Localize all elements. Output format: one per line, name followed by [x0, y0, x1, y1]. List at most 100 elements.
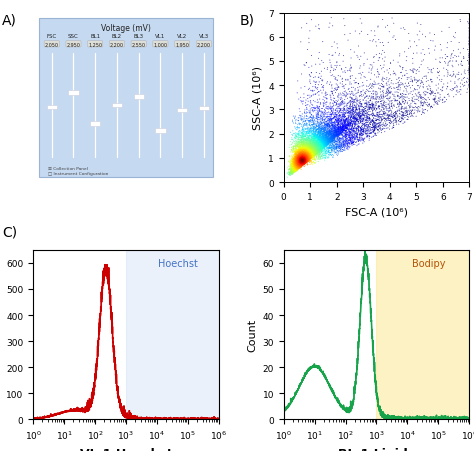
Point — [465, 10, 473, 17]
Point — [340, 121, 347, 129]
Point — [320, 144, 328, 152]
Point — [315, 142, 322, 149]
Point — [340, 141, 348, 148]
Point — [355, 87, 362, 94]
Point — [314, 143, 321, 150]
Point — [310, 150, 317, 157]
Point — [290, 120, 297, 127]
Point — [316, 145, 324, 152]
Point — [296, 147, 304, 154]
Point — [308, 155, 315, 162]
Point — [299, 159, 306, 166]
Point — [313, 145, 320, 152]
Point — [304, 153, 312, 160]
Point — [381, 110, 388, 118]
Point — [344, 125, 351, 133]
Point — [290, 161, 298, 169]
Point — [296, 156, 303, 163]
Point — [300, 150, 307, 157]
Point — [331, 76, 339, 83]
Point — [308, 153, 316, 161]
Point — [325, 130, 333, 137]
Point — [293, 156, 301, 163]
Point — [302, 153, 310, 160]
Point — [365, 127, 372, 134]
Point — [325, 135, 333, 143]
Point — [309, 88, 317, 96]
Point — [345, 122, 352, 129]
Point — [306, 152, 314, 159]
Point — [307, 151, 315, 158]
Point — [312, 146, 320, 153]
Point — [310, 152, 317, 160]
Point — [297, 159, 305, 166]
Point — [320, 116, 328, 124]
Point — [328, 137, 335, 144]
Point — [293, 166, 301, 174]
Point — [310, 148, 317, 155]
Point — [308, 151, 316, 158]
Point — [290, 166, 297, 174]
Point — [319, 129, 326, 136]
Point — [292, 158, 299, 165]
Point — [363, 78, 371, 85]
Point — [376, 124, 384, 131]
Point — [399, 120, 407, 128]
Point — [293, 164, 301, 171]
Point — [304, 152, 311, 160]
Point — [310, 126, 318, 133]
Point — [319, 140, 327, 147]
Point — [311, 152, 319, 159]
Point — [310, 150, 318, 157]
Point — [299, 154, 306, 161]
Point — [298, 162, 306, 169]
Point — [299, 160, 307, 167]
Point — [308, 122, 316, 129]
Point — [301, 160, 309, 167]
Point — [342, 126, 349, 133]
Point — [311, 148, 319, 156]
Point — [295, 161, 302, 168]
Point — [322, 135, 330, 143]
Point — [316, 146, 323, 153]
Point — [303, 151, 311, 158]
Point — [306, 145, 314, 152]
Point — [348, 96, 356, 103]
Point — [296, 161, 304, 168]
Point — [412, 113, 420, 120]
Point — [294, 160, 301, 167]
Point — [301, 155, 309, 162]
Point — [340, 106, 347, 114]
Point — [339, 132, 346, 139]
Point — [356, 132, 364, 139]
Point — [304, 152, 312, 159]
Point — [301, 152, 309, 159]
Point — [311, 148, 319, 155]
Point — [366, 120, 374, 127]
Point — [304, 145, 312, 152]
Point — [318, 135, 325, 142]
Point — [306, 156, 313, 163]
Point — [296, 165, 303, 172]
Point — [382, 100, 390, 107]
Point — [308, 152, 316, 159]
Point — [312, 146, 319, 153]
Point — [325, 109, 332, 116]
Point — [382, 24, 389, 32]
Point — [331, 128, 338, 135]
Point — [288, 167, 296, 174]
Point — [332, 145, 340, 152]
Point — [382, 102, 390, 109]
Point — [360, 112, 367, 120]
Point — [291, 165, 299, 172]
Point — [317, 142, 325, 149]
Point — [307, 154, 315, 161]
Point — [292, 161, 299, 169]
Point — [324, 137, 332, 144]
Point — [299, 160, 307, 167]
Point — [322, 139, 329, 147]
Point — [303, 150, 310, 157]
Point — [310, 147, 318, 155]
Point — [302, 150, 310, 157]
Point — [300, 118, 307, 125]
